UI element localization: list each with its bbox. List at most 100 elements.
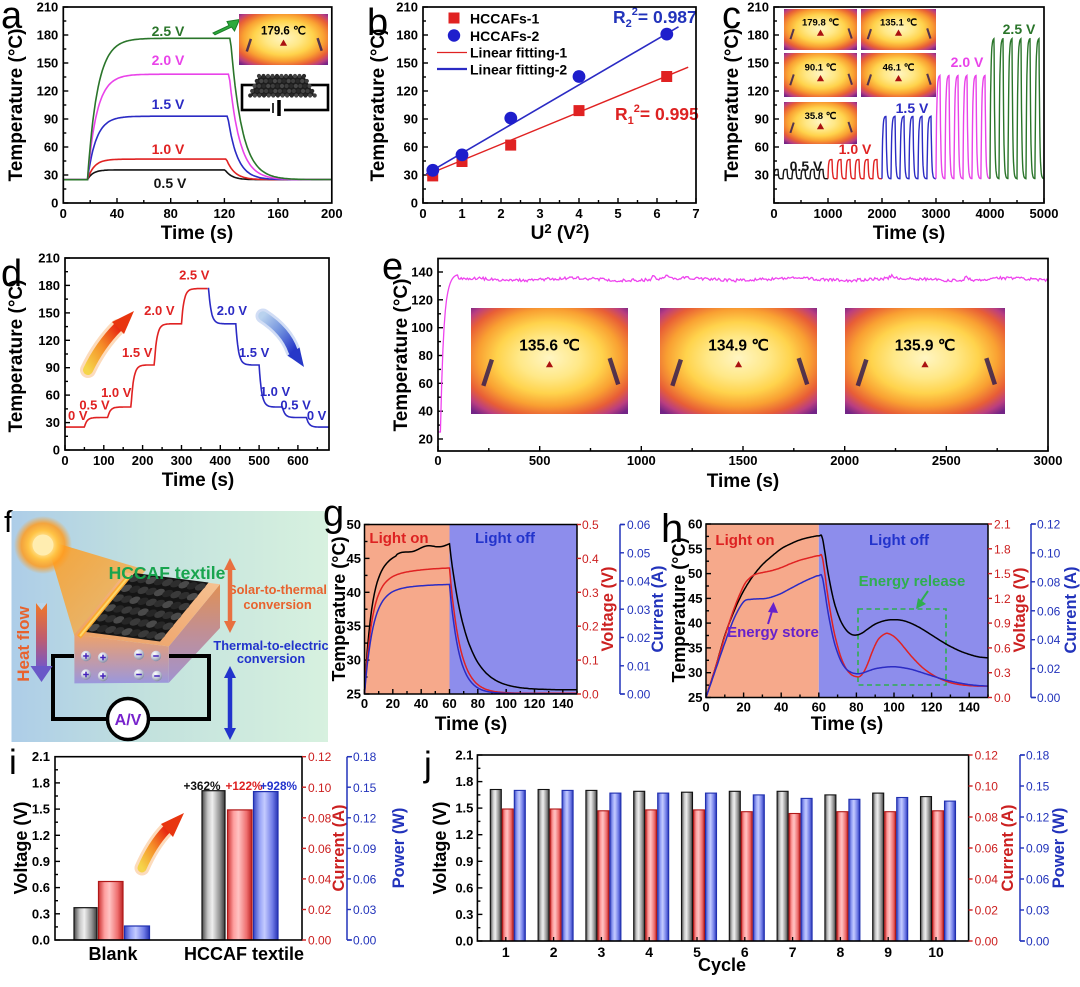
svg-text:0.03: 0.03 (627, 603, 651, 617)
svg-text:0.01: 0.01 (627, 659, 651, 673)
svg-text:0.00: 0.00 (1037, 691, 1061, 705)
svg-text:5: 5 (693, 944, 701, 960)
svg-text:Temperature (°C): Temperature (°C) (6, 280, 27, 433)
svg-text:80: 80 (849, 700, 863, 715)
svg-text:g: g (323, 493, 344, 535)
svg-text:4: 4 (645, 944, 653, 960)
svg-text:0.0: 0.0 (582, 688, 599, 702)
svg-text:0.12: 0.12 (1037, 518, 1061, 532)
svg-text:Time (s): Time (s) (873, 223, 946, 244)
svg-text:0: 0 (51, 196, 58, 211)
svg-text:0.08: 0.08 (975, 811, 999, 825)
svg-text:0: 0 (702, 700, 709, 715)
svg-text:150: 150 (747, 56, 769, 71)
svg-text:10: 10 (928, 944, 944, 960)
svg-text:0.3: 0.3 (32, 906, 50, 921)
svg-text:0: 0 (53, 443, 60, 458)
svg-text:0.9: 0.9 (32, 854, 50, 869)
svg-text:1.5 V: 1.5 V (239, 345, 270, 360)
svg-text:0.5: 0.5 (582, 518, 599, 532)
svg-text:100: 100 (495, 696, 517, 711)
svg-text:3000: 3000 (1034, 453, 1063, 468)
svg-text:179.8 ℃: 179.8 ℃ (802, 17, 839, 28)
svg-text:0.00: 0.00 (627, 688, 651, 702)
svg-text:Energy release: Energy release (859, 573, 966, 590)
svg-text:HCCAFs-1: HCCAFs-1 (470, 11, 539, 27)
svg-text:Voltage (V): Voltage (V) (599, 567, 617, 652)
svg-text:e: e (382, 246, 403, 288)
svg-text:90: 90 (755, 112, 769, 127)
svg-text:180: 180 (37, 28, 59, 43)
svg-text:Time (s): Time (s) (811, 714, 884, 735)
svg-text:0: 0 (434, 453, 441, 468)
svg-text:120: 120 (411, 292, 433, 307)
svg-text:0: 0 (770, 206, 777, 221)
svg-text:20: 20 (419, 432, 433, 447)
svg-text:80: 80 (419, 348, 433, 363)
svg-text:7: 7 (692, 206, 699, 221)
svg-text:35: 35 (347, 619, 361, 634)
svg-text:Linear fitting-2: Linear fitting-2 (470, 62, 567, 78)
svg-text:1.0 V: 1.0 V (839, 141, 872, 157)
svg-text:Voltage (V): Voltage (V) (1011, 568, 1029, 653)
svg-text:HCCAF textile: HCCAF textile (109, 563, 226, 583)
svg-text:0: 0 (361, 696, 368, 711)
svg-text:40: 40 (419, 404, 433, 419)
svg-text:120: 120 (524, 696, 546, 711)
svg-text:c: c (722, 0, 741, 37)
svg-text:500: 500 (529, 453, 551, 468)
svg-text:134.9 ℃: 134.9 ℃ (708, 337, 769, 354)
svg-text:Light off: Light off (869, 532, 930, 549)
svg-text:0.06: 0.06 (1026, 873, 1050, 887)
svg-text:35: 35 (688, 640, 702, 655)
svg-text:Time (s): Time (s) (162, 470, 235, 491)
svg-text:R12= 0.995: R12= 0.995 (615, 103, 699, 127)
svg-text:135.9 ℃: 135.9 ℃ (895, 337, 956, 354)
svg-text:50: 50 (688, 566, 702, 581)
svg-text:55: 55 (688, 541, 702, 556)
svg-text:0.10: 0.10 (975, 780, 999, 794)
svg-text:h: h (661, 507, 683, 551)
svg-text:0 V: 0 V (307, 408, 327, 423)
svg-text:0.12: 0.12 (1026, 811, 1050, 825)
svg-text:Thermal-to-electric: Thermal-to-electric (213, 638, 328, 653)
svg-text:40: 40 (688, 616, 702, 631)
svg-text:180: 180 (38, 278, 60, 293)
svg-text:400: 400 (209, 453, 231, 468)
svg-text:0: 0 (61, 453, 68, 468)
svg-text:0.09: 0.09 (353, 842, 377, 856)
svg-text:5: 5 (614, 206, 621, 221)
svg-text:0.00: 0.00 (353, 934, 377, 948)
svg-text:1.5 V: 1.5 V (122, 345, 153, 360)
svg-text:0.18: 0.18 (1026, 749, 1050, 763)
svg-text:90: 90 (44, 112, 58, 127)
svg-text:60: 60 (688, 517, 702, 532)
svg-text:+122%: +122% (225, 779, 263, 793)
svg-text:90: 90 (46, 360, 60, 375)
svg-text:140: 140 (411, 265, 433, 280)
svg-text:0.0: 0.0 (994, 691, 1011, 705)
svg-text:0 V: 0 V (68, 408, 88, 423)
svg-text:0.9: 0.9 (994, 617, 1011, 631)
svg-text:80: 80 (163, 206, 177, 221)
svg-text:Time (s): Time (s) (707, 471, 780, 492)
svg-text:Heat flow: Heat flow (14, 605, 33, 681)
svg-text:Power (W): Power (W) (390, 808, 408, 889)
svg-text:160: 160 (267, 206, 289, 221)
svg-text:500: 500 (248, 453, 270, 468)
svg-text:0.6: 0.6 (994, 641, 1011, 655)
svg-text:Light on: Light on (369, 530, 428, 547)
svg-text:1.0 V: 1.0 V (152, 141, 185, 157)
svg-text:conversion: conversion (243, 597, 311, 612)
svg-text:0.06: 0.06 (627, 518, 651, 532)
svg-text:0.03: 0.03 (353, 903, 377, 917)
svg-text:conversion: conversion (237, 651, 305, 666)
svg-text:0.06: 0.06 (975, 842, 999, 856)
svg-text:2.1: 2.1 (455, 748, 473, 763)
svg-text:Current (A): Current (A) (999, 804, 1017, 891)
svg-text:140: 140 (552, 696, 574, 711)
svg-text:Time (s): Time (s) (161, 223, 234, 244)
svg-text:3000: 3000 (922, 206, 951, 221)
svg-text:4000: 4000 (976, 206, 1005, 221)
svg-text:8: 8 (837, 944, 845, 960)
